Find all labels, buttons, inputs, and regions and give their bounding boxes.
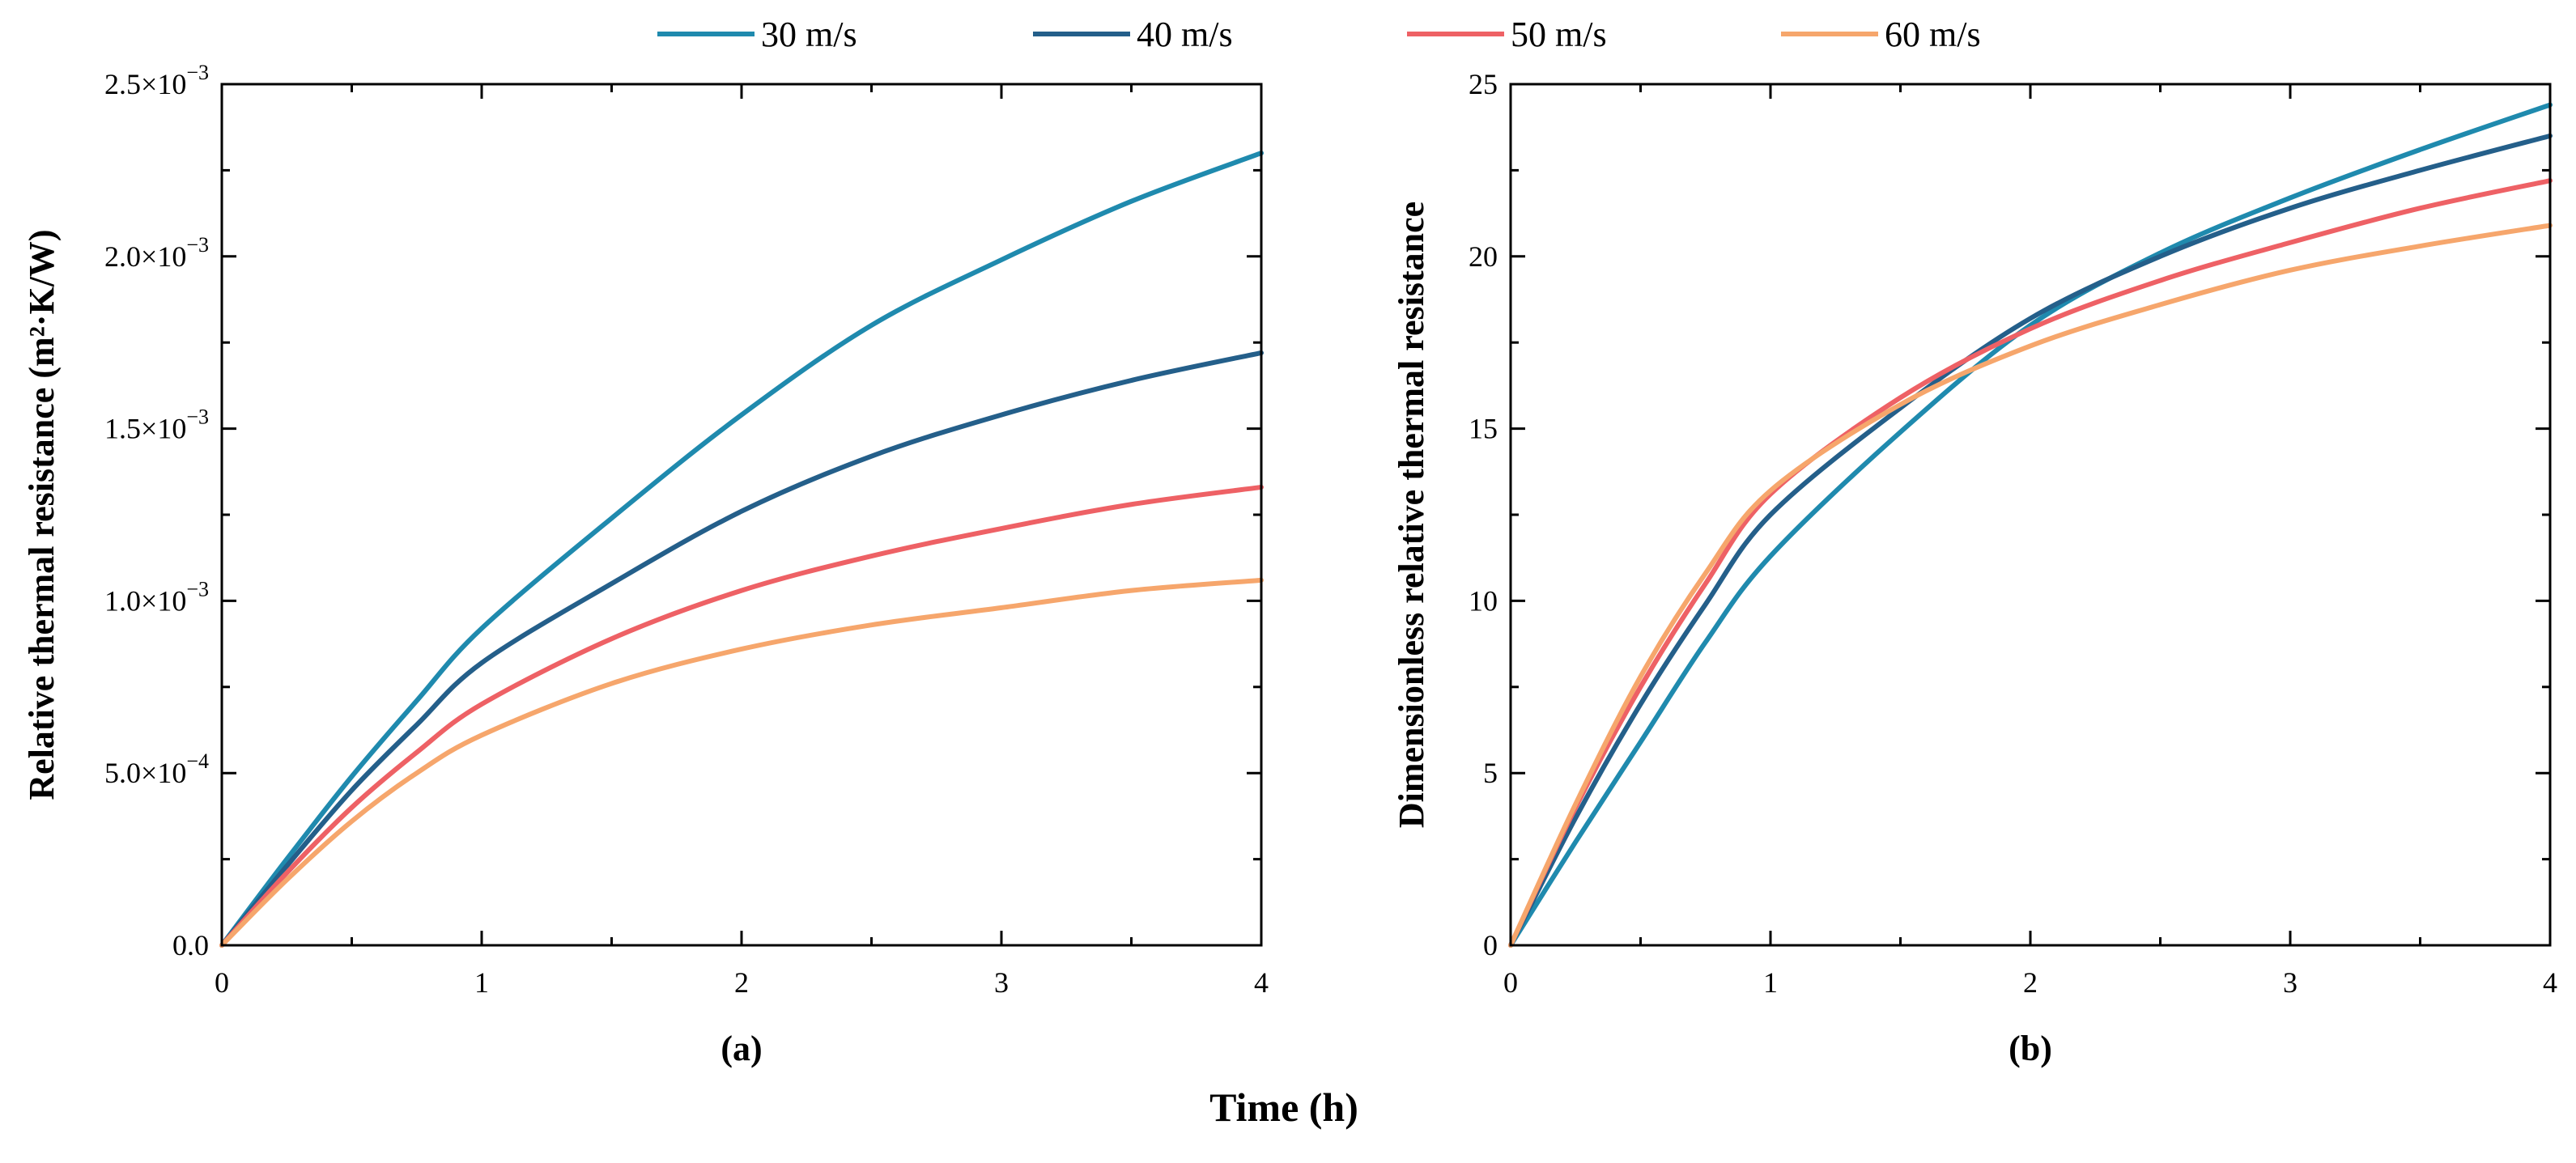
x-tick-label: 1 xyxy=(1763,966,1778,999)
legend-item: 40 m/s xyxy=(1033,15,1233,54)
y-tick-mantissa: 0 xyxy=(1483,929,1498,961)
y-tick-exponent: −4 xyxy=(186,749,209,773)
legend-item: 30 m/s xyxy=(657,15,857,54)
series-group xyxy=(219,151,1264,948)
y-tick-exponent: −3 xyxy=(186,405,209,429)
panel-label: (a) xyxy=(721,1029,762,1068)
series-line-50-m-s xyxy=(219,484,1264,948)
series-line-60-m-s xyxy=(1508,223,2553,948)
series-line-50-m-s xyxy=(1508,178,2553,948)
y-tick-label: 5 xyxy=(1483,757,1498,789)
y-tick-label: 20 xyxy=(1469,240,1498,273)
y-tick-exponent: −3 xyxy=(186,61,209,84)
y-tick-mantissa: 15 xyxy=(1469,413,1498,445)
series-line-30-m-s xyxy=(219,151,1264,948)
y-tick-mantissa: 5 xyxy=(1483,757,1498,789)
x-tick-label: 0 xyxy=(215,966,229,999)
x-tick-label: 4 xyxy=(1254,966,1269,999)
y-tick-label: 15 xyxy=(1469,413,1498,445)
y-tick-exponent: −3 xyxy=(186,233,209,257)
series-line-30-m-s xyxy=(1508,102,2553,948)
y-tick-label: 0.0 xyxy=(172,929,209,961)
y-tick-mantissa: 1.0×10 xyxy=(104,584,186,617)
x-tick-label: 3 xyxy=(994,966,1009,999)
y-tick-label: 1.5×10−3 xyxy=(104,405,209,445)
series-line-40-m-s xyxy=(1508,133,2553,948)
y-tick-mantissa: 2.5×10 xyxy=(104,68,186,100)
panel-label: (b) xyxy=(2009,1029,2052,1068)
x-tick-label: 2 xyxy=(734,966,749,999)
y-tick-mantissa: 1.5×10 xyxy=(104,413,186,445)
legend-label: 40 m/s xyxy=(1137,15,1233,54)
y-tick-label: 1.0×10−3 xyxy=(104,577,209,617)
y-tick-label: 2.0×10−3 xyxy=(104,233,209,273)
shared-x-axis-title: Time (h) xyxy=(1209,1084,1358,1130)
y-tick-mantissa: 2.0×10 xyxy=(104,240,186,273)
series-line-60-m-s xyxy=(219,577,1264,948)
chart-panel-a: 0 1 2 3 40.05.0×10−41.0×10−31.5×10−32.0×10−3… xyxy=(22,61,1269,1068)
y-axis-title: Relative thermal resistance (m²·K/W) xyxy=(22,229,62,800)
chart-panel-b: 0 1 2 3 4 0 5 10 15 20 25 Dimensionless relative th… xyxy=(1392,68,2557,1068)
legend-label: 60 m/s xyxy=(1885,15,1981,54)
series-group xyxy=(1508,102,2553,948)
y-axis-title: Dimensionless relative thermal resistanc… xyxy=(1392,202,1431,828)
y-tick-mantissa: 25 xyxy=(1469,68,1498,100)
legend-label: 30 m/s xyxy=(761,15,857,54)
y-tick-label: 5.0×10−4 xyxy=(104,749,209,789)
legend: 30 m/s 40 m/s 50 m/s 60 m/s xyxy=(657,15,1981,54)
y-tick-exponent: −3 xyxy=(186,577,209,601)
x-tick-label: 4 xyxy=(2543,966,2557,999)
y-tick-mantissa: 10 xyxy=(1469,584,1498,617)
legend-label: 50 m/s xyxy=(1511,15,1607,54)
y-tick-label: 10 xyxy=(1469,584,1498,617)
x-tick-label: 1 xyxy=(474,966,489,999)
y-tick-label: 0 xyxy=(1483,929,1498,961)
y-tick-label: 25 xyxy=(1469,68,1498,100)
y-tick-mantissa: 0.0 xyxy=(172,929,209,961)
legend-item: 60 m/s xyxy=(1781,15,1981,54)
x-tick-label: 2 xyxy=(2023,966,2038,999)
y-tick-mantissa: 5.0×10 xyxy=(104,757,186,789)
y-tick-mantissa: 20 xyxy=(1469,240,1498,273)
x-tick-label: 0 xyxy=(1503,966,1518,999)
legend-item: 50 m/s xyxy=(1407,15,1607,54)
series-line-40-m-s xyxy=(219,350,1264,948)
y-tick-label: 2.5×10−3 xyxy=(104,61,209,100)
x-tick-label: 3 xyxy=(2283,966,2298,999)
